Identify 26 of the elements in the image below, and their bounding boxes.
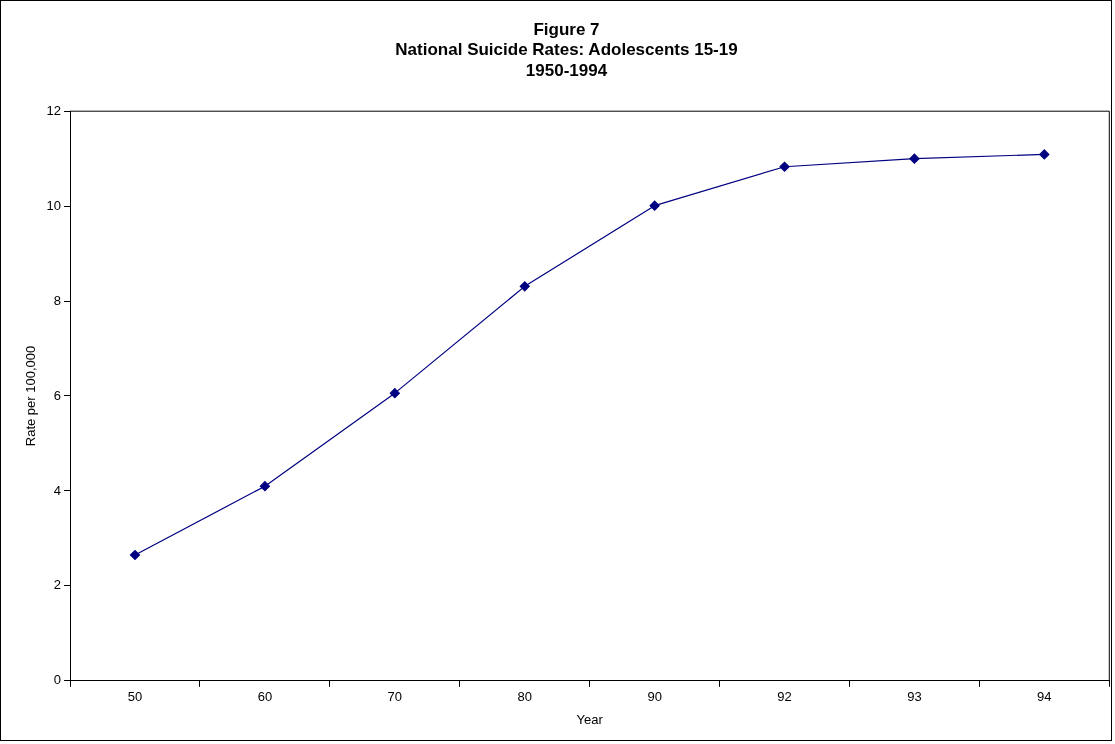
x-tick-label: 70 [387, 689, 403, 705]
y-axis-title: Rate per 100,000 [23, 345, 39, 447]
point [779, 161, 790, 172]
x-tick-label: 80 [517, 689, 532, 705]
x-tick-label: 50 [127, 689, 143, 705]
point [389, 388, 400, 399]
y-tick-label: 4 [53, 482, 62, 498]
y-tick-label: 0 [53, 672, 62, 688]
point [519, 281, 530, 292]
y-tick-label: 6 [53, 387, 62, 403]
point [909, 153, 920, 164]
point [259, 481, 271, 492]
x-tick-label: 92 [777, 689, 792, 705]
y-tick-label: 12 [46, 102, 62, 118]
x-tick-label: 93 [907, 689, 922, 705]
chart-title: Figure 7 National Suicide Rates: Adolescents 15-19 1950-1994 [395, 19, 738, 80]
x-axis-title: Year [576, 711, 604, 727]
y-tick-label: 10 [46, 197, 62, 213]
x-tick-label: 60 [257, 689, 273, 705]
x-tick-label: 94 [1037, 689, 1052, 705]
x-tick-label: 90 [647, 689, 662, 705]
y-tick-label: 8 [53, 292, 62, 308]
point [649, 200, 660, 211]
point [1039, 149, 1050, 160]
y-tick-label: 2 [53, 577, 62, 593]
point [129, 549, 141, 561]
